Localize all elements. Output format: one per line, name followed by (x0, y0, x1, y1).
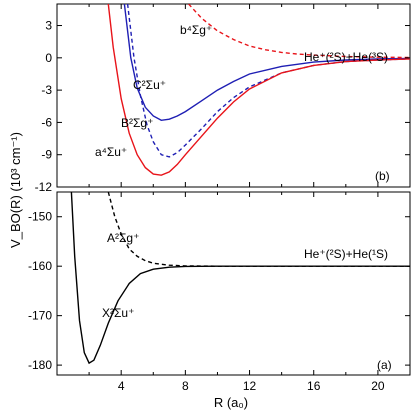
y-tick-label: -12 (35, 180, 53, 194)
curve-X-panel-a (70, 192, 410, 365)
label-b4-sigma-g: b⁴Σg⁺ (180, 23, 212, 37)
x-tick-label: 12 (243, 379, 257, 393)
y-tick-label: 3 (45, 19, 52, 33)
y-tick-label: -3 (41, 83, 52, 97)
label-asymptote-triplet: He⁺(²S)+He(³S) (304, 50, 388, 64)
curve-b-panel-b (188, 4, 410, 59)
panel-a-ticks: 4 8 12 16 20 -180 -170 -160 -150 (28, 192, 410, 393)
x-axis-title: R (a₀) (214, 395, 248, 410)
panel-b-curves (107, 4, 410, 176)
curve-A-panel-a (107, 192, 410, 267)
y-tick-label: -160 (28, 259, 52, 273)
label-a4-sigma-u: a⁴Σu⁺ (95, 145, 127, 159)
x-tick-label: 4 (118, 379, 125, 393)
panel-b-frame (56, 3, 411, 188)
y-tick-label: -150 (28, 210, 52, 224)
y-tick-label: -9 (41, 148, 52, 162)
curve-a-panel-b (107, 4, 410, 176)
y-tick-label: -6 (41, 115, 52, 129)
curve-C-panel-b (123, 4, 410, 122)
x-tick-label: 8 (182, 379, 189, 393)
panel-b-label: (b) (375, 169, 390, 183)
panel-a-label: (a) (377, 358, 392, 372)
curve-B-panel-b (126, 4, 410, 158)
x-tick-label: 20 (371, 379, 385, 393)
label-b2-sigma-g: B²Σg⁺ (121, 116, 153, 130)
y-tick-label: -180 (28, 358, 52, 372)
x-tick-label: 16 (307, 379, 321, 393)
panel-a-frame (56, 191, 411, 376)
label-a2-sigma-g: A²Σg⁺ (107, 231, 139, 245)
label-c2-sigma-u: C²Σu⁺ (133, 78, 166, 92)
y-tick-label: -170 (28, 309, 52, 323)
label-asymptote-singlet: He⁺(²S)+He(¹S) (304, 247, 388, 261)
y-tick-label: 0 (45, 51, 52, 65)
panel-a-curves (70, 192, 410, 365)
y-axis-title: V_BO(R) (10³ cm⁻¹) (8, 132, 23, 248)
label-x2-sigma-u: X²Σu⁺ (102, 306, 134, 320)
panel-b-ticks: -12 -9 -6 -3 0 3 (35, 4, 410, 194)
